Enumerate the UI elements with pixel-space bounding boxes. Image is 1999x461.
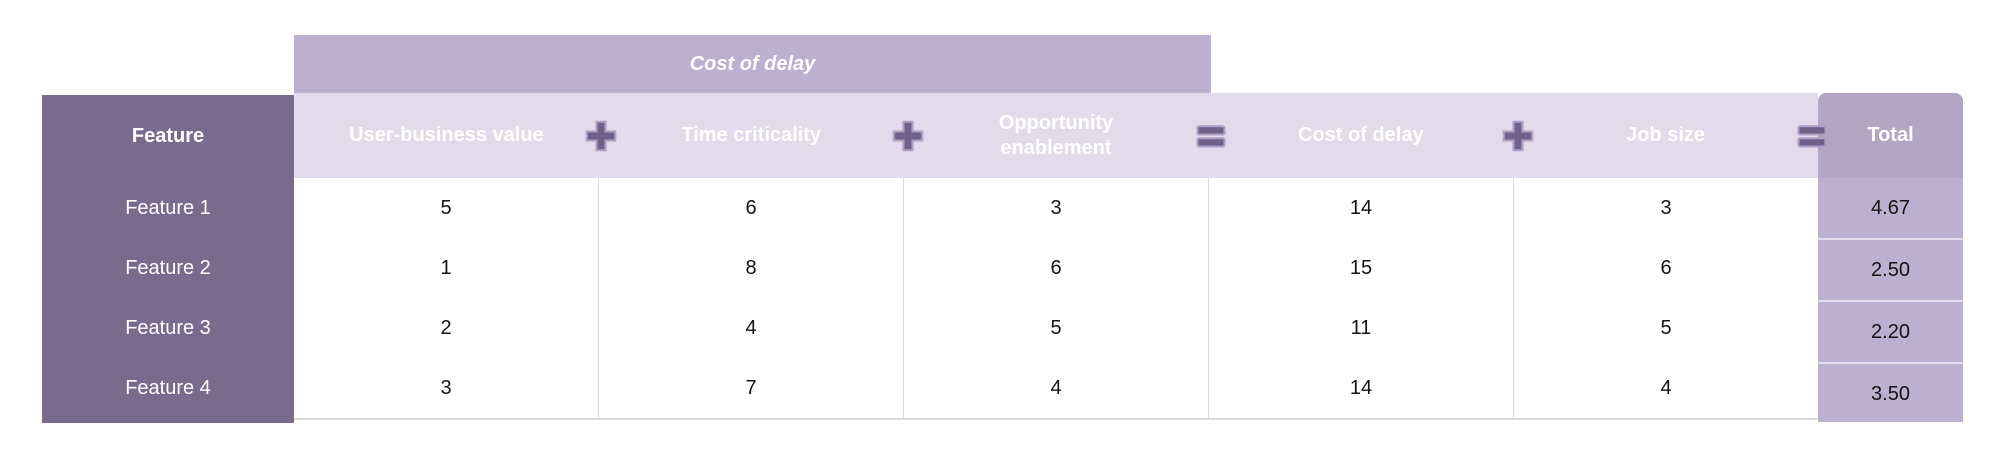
equals-icon [1193,118,1229,154]
cell-user-business-value: 5 [440,196,452,219]
plus-icon [1500,118,1536,154]
cell-user-business-value: 3 [440,376,452,399]
table-row: 2 4 5 11 5 [294,298,1818,358]
column-header-job-size: Job size [1626,124,1706,146]
cost-of-delay-banner-label: Cost of delay [689,52,816,75]
cell-opportunity-enablement: 5 [903,298,1208,358]
column-header-time-criticality: Time criticality [681,124,822,146]
cell-total: 4.67 [1871,196,1910,219]
table-row: 1 8 6 15 6 [294,238,1818,298]
feature-row-label: Feature 2 [125,256,211,279]
table-row: 3 7 4 14 4 [294,358,1818,418]
total-column: 4.67 2.50 2.20 3.50 [1818,178,1963,422]
feature-column: Feature Feature 1 Feature 2 Feature 3 Fe… [42,95,294,423]
plus-icon [583,118,619,154]
feature-row-label: Feature 1 [125,196,211,219]
feature-row-label: Feature 4 [125,376,211,399]
plus-icon [890,118,926,154]
feature-row-labels: Feature 1 Feature 2 Feature 3 Feature 4 [42,178,294,418]
column-header-cost-of-delay: Cost of delay [1298,124,1424,146]
cell-job-size: 5 [1513,298,1818,358]
cost-of-delay-banner: Cost of delay [294,35,1211,93]
cell-job-size: 6 [1513,238,1818,298]
table-row: 5 6 3 14 3 [294,178,1818,238]
cell-job-size: 3 [1513,178,1818,238]
feature-column-header: Feature [131,125,205,147]
column-header-user-business-value: User-business value [349,124,544,146]
cell-time-criticality: 8 [598,238,903,298]
cell-cost-of-delay: 14 [1208,358,1513,418]
equals-icon [1794,118,1830,154]
cell-time-criticality: 7 [598,358,903,418]
cell-user-business-value: 1 [440,256,452,279]
cell-cost-of-delay: 15 [1208,238,1513,298]
cell-total: 3.50 [1818,362,1963,424]
cell-user-business-value: 2 [440,316,452,339]
cell-time-criticality: 4 [598,298,903,358]
criteria-header-row: User-business value Time criticality Opp… [294,93,1818,178]
cell-cost-of-delay: 11 [1208,298,1513,358]
values-grid: 5 6 3 14 3 1 8 6 15 6 2 4 5 11 5 3 7 4 1… [294,178,1818,420]
cell-job-size: 4 [1513,358,1818,418]
cell-total: 2.20 [1818,300,1963,362]
cell-opportunity-enablement: 4 [903,358,1208,418]
cell-opportunity-enablement: 3 [903,178,1208,238]
column-header-opportunity-enablement: Opportunity enablement [998,111,1114,159]
cell-time-criticality: 6 [598,178,903,238]
cell-cost-of-delay: 14 [1208,178,1513,238]
cell-total: 2.50 [1818,238,1963,300]
cell-opportunity-enablement: 6 [903,238,1208,298]
column-header-total: Total [1818,93,1963,178]
feature-row-label: Feature 3 [125,316,211,339]
